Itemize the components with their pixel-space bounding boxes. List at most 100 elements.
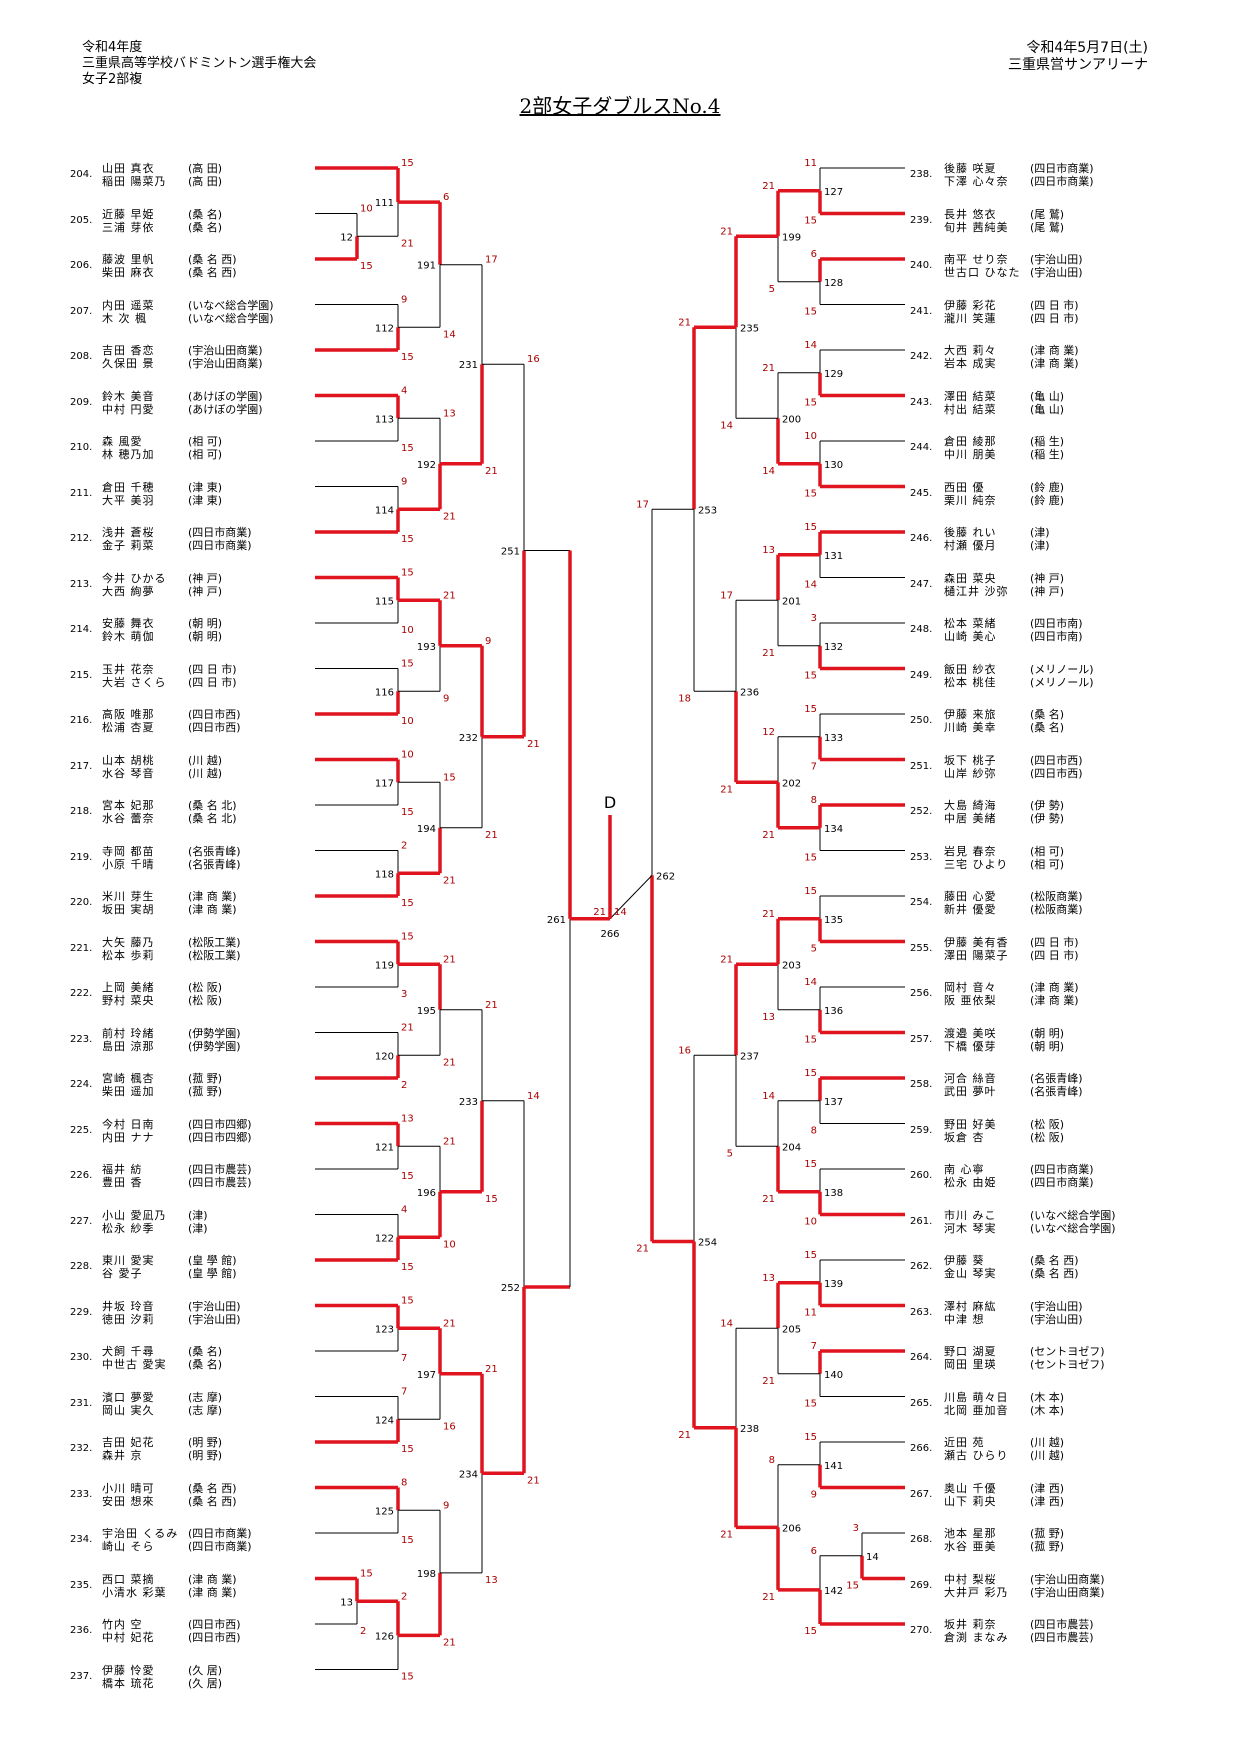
- player-line: 水谷 蕾奈 (桑 名 北): [102, 812, 237, 826]
- score-bottom: 21: [527, 1475, 540, 1486]
- player-name: 小清水 彩葉: [102, 1585, 167, 1599]
- school-name: (津 西): [1030, 1481, 1065, 1495]
- school-name: (松 阪): [1030, 1117, 1065, 1131]
- player-name: 大矢 藤乃: [102, 935, 155, 949]
- score-bottom: 21: [762, 648, 775, 659]
- school-name: (四日市商業): [1030, 175, 1094, 188]
- player-line: 上岡 美緒 (松 阪): [102, 981, 222, 995]
- player-entry: 244. 倉田 綾那 (稲 生) 中川 朋美 (稲 生): [910, 435, 1150, 463]
- entry-number: 254.: [910, 897, 933, 908]
- player-line: 阪 亜依梨 (津 商 業): [944, 994, 1079, 1008]
- score-bottom: 8: [811, 1126, 817, 1137]
- school-name: (桑 名): [1030, 708, 1065, 721]
- score-top: 3: [853, 1523, 859, 1534]
- player-line: 下橋 優芽 (朝 明): [944, 1040, 1064, 1054]
- match-number: 123: [375, 1324, 394, 1335]
- school-name: (朝 明): [1030, 1026, 1065, 1040]
- school-name: (名張青峰): [1030, 1085, 1083, 1098]
- school-name: (宇治山田商業): [188, 344, 263, 357]
- player-entry: 216. 高阪 唯那 (四日市西) 松浦 杏夏 (四日市西): [70, 708, 310, 736]
- player-line: 伊藤 葵 (桑 名 西): [944, 1254, 1079, 1268]
- match-number: 113: [375, 414, 394, 425]
- player-entry: 265. 川島 萌々日 (木 本) 北岡 亜加音 (木 本): [910, 1391, 1150, 1419]
- match-number: 253: [698, 505, 717, 516]
- player-name: 豊田 香: [102, 1176, 143, 1189]
- school-name: (明 野): [188, 1449, 223, 1462]
- school-name: (桑 名 西): [188, 1494, 237, 1508]
- score-bottom: 9: [443, 693, 449, 704]
- school-name: (松阪工業): [188, 935, 241, 949]
- player-name: 岡田 里瑛: [944, 1358, 997, 1371]
- score-bottom: 21: [720, 784, 733, 795]
- player-line: 森 風愛 (相 可): [102, 435, 222, 449]
- venue-label: 三重県営サンアリーナ: [1008, 57, 1148, 73]
- header-left: 令和4年度 三重県高等学校バドミントン選手権大会 女子2部複: [82, 40, 316, 88]
- school-name: (川 越): [1030, 1436, 1065, 1449]
- player-line: 宮崎 楓杏 (菰 野): [102, 1072, 222, 1086]
- school-name: (四日市商業): [188, 526, 252, 539]
- player-name: 浅井 蒼桜: [102, 526, 155, 539]
- player-entry: 253. 岩見 春奈 (相 可) 三宅 ひより (相 可): [910, 845, 1150, 873]
- score-bottom: 15: [804, 307, 817, 318]
- entry-number: 205.: [70, 214, 93, 226]
- player-line: 倉渕 まなみ (四日市農芸): [944, 1631, 1094, 1645]
- entry-number: 208.: [70, 351, 93, 362]
- school-name: (四 日 市): [1030, 948, 1079, 962]
- score-bottom: 15: [401, 898, 414, 909]
- score-top: 15: [804, 886, 817, 897]
- player-name: 柴田 麻衣: [102, 266, 155, 279]
- page-title-text: 2部女子ダブルスNo.4: [519, 94, 721, 118]
- player-entry: 251. 坂下 桃子 (四日市西) 山岸 紗弥 (四日市西): [910, 754, 1150, 782]
- player-line: 吉田 香恋 (宇治山田商業): [102, 344, 263, 358]
- match-number: 129: [824, 369, 843, 380]
- score-bottom: 15: [401, 1171, 414, 1182]
- player-name: 倉田 千穂: [102, 480, 155, 494]
- school-name: (メリノール): [1030, 675, 1094, 689]
- player-entry: 257. 渡邉 美咲 (朝 明) 下橋 優芽 (朝 明): [910, 1027, 1150, 1055]
- player-line: 河合 絲音 (名張青峰): [944, 1072, 1083, 1086]
- score-top: 21: [762, 363, 775, 374]
- player-name: 南 心寧: [944, 1163, 985, 1176]
- player-name: 竹内 空: [102, 1618, 143, 1631]
- entry-number: 221.: [70, 942, 93, 954]
- match-number: 125: [375, 1506, 394, 1517]
- player-line: 南 心寧 (四日市商業): [944, 1163, 1094, 1177]
- match-number: 262: [656, 871, 675, 882]
- player-line: 栗川 純奈 (鈴 鹿): [944, 494, 1064, 508]
- player-line: 柴田 麻衣 (桑 名 西): [102, 266, 237, 280]
- entry-number: 211.: [70, 487, 93, 499]
- category-label: 女子2部複: [82, 72, 143, 87]
- player-entry: 268. 池本 星那 (菰 野) 水谷 亜美 (菰 野): [910, 1527, 1150, 1555]
- entry-number: 252.: [910, 806, 933, 817]
- match-number: 192: [417, 460, 436, 471]
- player-line: 中村 妃花 (四日市西): [102, 1631, 241, 1645]
- player-name: 瀬古 ひらり: [944, 1449, 1009, 1462]
- player-line: 坂井 莉奈 (四日市農芸): [944, 1618, 1094, 1632]
- score-bottom: 21: [443, 1057, 456, 1068]
- score-bottom: 15: [401, 1262, 414, 1273]
- score-top: 10: [804, 431, 817, 442]
- player-name: 小川 晴可: [102, 1481, 155, 1495]
- player-name: 飯田 紗衣: [944, 662, 997, 676]
- entry-number: 224.: [70, 1079, 93, 1090]
- entry-number: 207.: [70, 305, 93, 317]
- player-line: 竹内 空 (四日市西): [102, 1618, 241, 1632]
- match-number: 205: [782, 1324, 801, 1335]
- player-name: 阪 亜依梨: [944, 994, 997, 1007]
- score-top: 14: [720, 1318, 733, 1329]
- school-name: (久 居): [188, 1676, 223, 1690]
- entry-number: 257.: [910, 1033, 933, 1045]
- school-name: (津 商 業): [1030, 344, 1079, 357]
- player-name: 栗川 純奈: [944, 493, 997, 507]
- entry-number: 214.: [70, 624, 93, 635]
- player-entry: 209. 鈴木 美音 (あけぼの学園) 中村 円愛 (あけぼの学園): [70, 390, 310, 418]
- school-name: (宇治山田): [1030, 266, 1083, 279]
- player-line: 西口 菜摘 (津 商 業): [102, 1573, 237, 1587]
- player-name: 谷 愛子: [102, 1267, 143, 1280]
- score-bottom: 15: [804, 1035, 817, 1046]
- player-line: 坂下 桃子 (四日市西): [944, 754, 1083, 768]
- match-number: 206: [782, 1523, 801, 1534]
- player-line: 橋本 琉花 (久 居): [102, 1677, 222, 1691]
- score-top: 14: [762, 1091, 775, 1102]
- player-name: 宮本 妃那: [102, 799, 155, 812]
